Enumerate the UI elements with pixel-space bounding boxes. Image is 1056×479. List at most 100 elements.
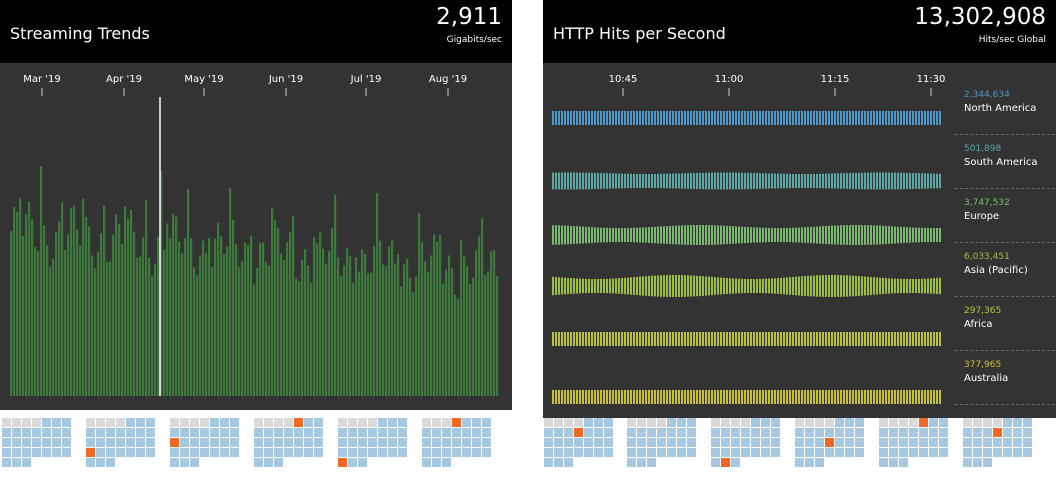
calendar-cell[interactable] bbox=[96, 438, 105, 447]
calendar-cell[interactable] bbox=[845, 438, 854, 447]
calendar-cell[interactable] bbox=[314, 418, 323, 427]
calendar-cell[interactable] bbox=[919, 418, 928, 427]
calendar-cell[interactable] bbox=[909, 418, 918, 427]
calendar-cell[interactable] bbox=[180, 428, 189, 437]
calendar-cell[interactable] bbox=[304, 438, 313, 447]
calendar-cell[interactable] bbox=[180, 418, 189, 427]
calendar-cell[interactable] bbox=[584, 438, 593, 447]
calendar-cell[interactable] bbox=[554, 448, 563, 457]
calendar-cell[interactable] bbox=[274, 438, 283, 447]
calendar-cell[interactable] bbox=[983, 438, 992, 447]
calendar-cell[interactable] bbox=[929, 448, 938, 457]
calendar-cell[interactable] bbox=[711, 438, 720, 447]
calendar-cell[interactable] bbox=[2, 448, 11, 457]
calendar-cell[interactable] bbox=[378, 418, 387, 427]
calendar-cell[interactable] bbox=[314, 438, 323, 447]
calendar-cell[interactable] bbox=[398, 418, 407, 427]
calendar-cell[interactable] bbox=[751, 428, 760, 437]
calendar-cell[interactable] bbox=[190, 448, 199, 457]
calendar-cell[interactable] bbox=[983, 458, 992, 467]
calendar-cell[interactable] bbox=[22, 418, 31, 427]
calendar-cell[interactable] bbox=[22, 448, 31, 457]
calendar-grid[interactable] bbox=[254, 418, 323, 467]
region-item[interactable]: 6,033,451 Asia (Pacific) bbox=[955, 252, 1055, 297]
calendar-cell[interactable] bbox=[973, 448, 982, 457]
calendar-cell[interactable] bbox=[42, 448, 51, 457]
calendar-cell[interactable] bbox=[973, 418, 982, 427]
calendar-cell[interactable] bbox=[170, 418, 179, 427]
calendar-cell[interactable] bbox=[274, 428, 283, 437]
calendar-cell[interactable] bbox=[230, 448, 239, 457]
calendar-cell[interactable] bbox=[338, 418, 347, 427]
calendar-cell[interactable] bbox=[86, 458, 95, 467]
calendar-cell[interactable] bbox=[771, 448, 780, 457]
calendar-cell[interactable] bbox=[294, 428, 303, 437]
calendar-cell[interactable] bbox=[761, 428, 770, 437]
calendar-cell[interactable] bbox=[584, 418, 593, 427]
calendar-cell[interactable] bbox=[657, 438, 666, 447]
calendar-cell[interactable] bbox=[647, 428, 656, 437]
calendar-cell[interactable] bbox=[220, 428, 229, 437]
calendar-cell[interactable] bbox=[146, 428, 155, 437]
calendar-cell[interactable] bbox=[815, 448, 824, 457]
calendar-cell[interactable] bbox=[338, 438, 347, 447]
calendar-cell[interactable] bbox=[32, 438, 41, 447]
calendar-cell[interactable] bbox=[190, 428, 199, 437]
calendar-cell[interactable] bbox=[771, 438, 780, 447]
calendar-cell[interactable] bbox=[554, 428, 563, 437]
calendar-cell[interactable] bbox=[825, 448, 834, 457]
calendar-cell[interactable] bbox=[254, 428, 263, 437]
calendar-cell[interactable] bbox=[835, 438, 844, 447]
calendar-cell[interactable] bbox=[86, 418, 95, 427]
calendar-cell[interactable] bbox=[815, 458, 824, 467]
calendar-cell[interactable] bbox=[627, 418, 636, 427]
calendar-cell[interactable] bbox=[200, 428, 209, 437]
calendar-cell[interactable] bbox=[993, 438, 1002, 447]
calendar-cell[interactable] bbox=[657, 428, 666, 437]
calendar-cell[interactable] bbox=[741, 418, 750, 427]
calendar-cell[interactable] bbox=[855, 438, 864, 447]
calendar-cell[interactable] bbox=[190, 418, 199, 427]
calendar-cell[interactable] bbox=[845, 428, 854, 437]
calendar-cell[interactable] bbox=[795, 428, 804, 437]
calendar-cell[interactable] bbox=[687, 428, 696, 437]
calendar-cell[interactable] bbox=[472, 438, 481, 447]
calendar-cell[interactable] bbox=[879, 458, 888, 467]
calendar-cell[interactable] bbox=[929, 428, 938, 437]
calendar-cell[interactable] bbox=[432, 418, 441, 427]
calendar-cell[interactable] bbox=[180, 458, 189, 467]
calendar-cell[interactable] bbox=[462, 418, 471, 427]
calendar-cell[interactable] bbox=[899, 448, 908, 457]
calendar-cell[interactable] bbox=[939, 448, 948, 457]
calendar-cell[interactable] bbox=[398, 428, 407, 437]
calendar-cell[interactable] bbox=[594, 438, 603, 447]
calendar-cell[interactable] bbox=[879, 448, 888, 457]
calendar-cell[interactable] bbox=[544, 418, 553, 427]
calendar-cell[interactable] bbox=[973, 458, 982, 467]
calendar-cell[interactable] bbox=[761, 418, 770, 427]
calendar-cell[interactable] bbox=[264, 458, 273, 467]
calendar-grid[interactable] bbox=[2, 418, 71, 467]
calendar-cell[interactable] bbox=[1023, 428, 1032, 437]
calendar-cell[interactable] bbox=[899, 458, 908, 467]
calendar-cell[interactable] bbox=[264, 448, 273, 457]
calendar-cell[interactable] bbox=[835, 428, 844, 437]
calendar-cell[interactable] bbox=[983, 428, 992, 437]
calendar-cell[interactable] bbox=[42, 428, 51, 437]
calendar-cell[interactable] bbox=[22, 438, 31, 447]
calendar-cell[interactable] bbox=[627, 448, 636, 457]
calendar-cell[interactable] bbox=[983, 448, 992, 457]
calendar-cell[interactable] bbox=[637, 448, 646, 457]
calendar-cell[interactable] bbox=[845, 418, 854, 427]
calendar-cell[interactable] bbox=[190, 438, 199, 447]
calendar-cell[interactable] bbox=[136, 448, 145, 457]
calendar-grid[interactable] bbox=[627, 418, 696, 467]
calendar-cell[interactable] bbox=[22, 458, 31, 467]
calendar-cell[interactable] bbox=[574, 448, 583, 457]
calendar-cell[interactable] bbox=[544, 428, 553, 437]
calendar-cell[interactable] bbox=[170, 458, 179, 467]
calendar-cell[interactable] bbox=[348, 448, 357, 457]
calendar-cell[interactable] bbox=[899, 438, 908, 447]
calendar-cell[interactable] bbox=[52, 448, 61, 457]
calendar-cell[interactable] bbox=[795, 438, 804, 447]
